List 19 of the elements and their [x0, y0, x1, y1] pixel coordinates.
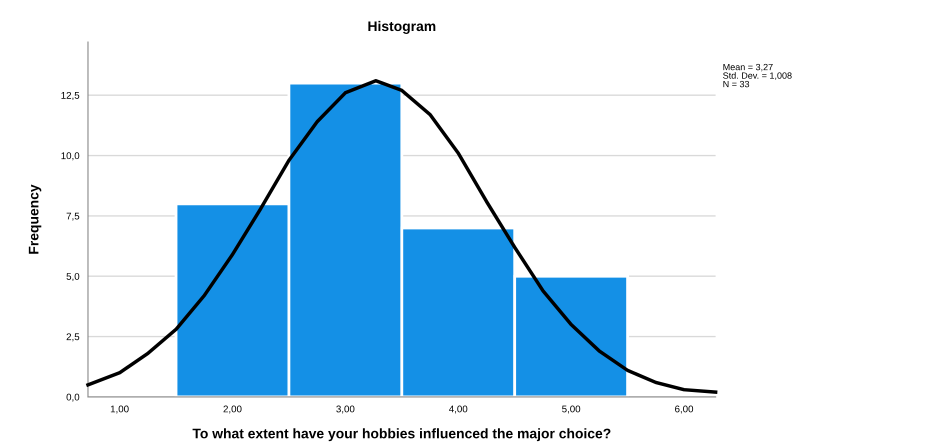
- text: Std. Dev. = 1,008: [723, 72, 792, 80]
- text: Mean = 3,27: [723, 64, 773, 72]
- y-tick-label: 2,5: [66, 333, 80, 342]
- x-axis-title: To what extent have your hobbies influenced the major choice?: [192, 428, 610, 442]
- x-tick-label: 1,00: [110, 406, 129, 414]
- x-tick-label: 6,00: [675, 406, 694, 414]
- text: N = 33: [723, 80, 750, 88]
- y-tick-label: 7,5: [66, 212, 80, 221]
- chart-title: Histogram: [368, 20, 436, 34]
- x-tick-label: 5,00: [562, 406, 580, 414]
- x-tick-label: 2,00: [224, 406, 242, 414]
- y-tick-label: 5,0: [66, 272, 80, 282]
- x-tick-label: 4,00: [449, 406, 468, 414]
- x-tick-label: 3,00: [336, 406, 354, 414]
- y-axis-title: Frequency: [28, 184, 42, 254]
- y-tick-label: 0,0: [66, 394, 80, 402]
- y-tick-label: 12,5: [61, 92, 80, 100]
- line-series: [86, 78, 718, 394]
- y-tick-label: 10,0: [61, 152, 80, 160]
